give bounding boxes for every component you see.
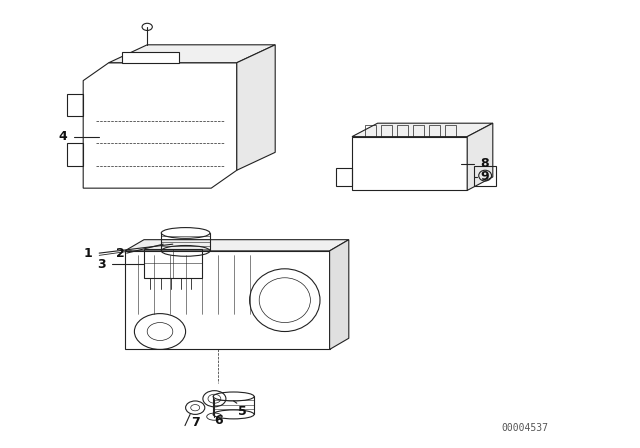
Polygon shape — [125, 240, 349, 251]
Text: 1: 1 — [84, 246, 93, 260]
Bar — [336, 168, 352, 186]
Text: 4: 4 — [58, 130, 67, 143]
Bar — [397, 125, 408, 137]
Polygon shape — [330, 240, 349, 349]
Text: 3: 3 — [97, 258, 106, 271]
Bar — [365, 125, 376, 137]
Text: 5: 5 — [237, 405, 246, 418]
Bar — [144, 249, 202, 278]
Polygon shape — [109, 45, 275, 63]
Polygon shape — [467, 123, 493, 190]
Bar — [445, 125, 456, 137]
Polygon shape — [83, 63, 237, 188]
Polygon shape — [352, 137, 467, 190]
Bar — [429, 125, 440, 137]
Polygon shape — [237, 45, 275, 170]
Text: 6: 6 — [214, 414, 223, 426]
Text: 2: 2 — [116, 246, 125, 260]
Text: 00004537: 00004537 — [501, 423, 548, 433]
Bar — [67, 143, 83, 166]
Polygon shape — [125, 251, 330, 349]
Bar — [67, 94, 83, 116]
Polygon shape — [122, 52, 179, 63]
Polygon shape — [352, 123, 493, 137]
Bar — [413, 125, 424, 137]
Bar — [474, 166, 496, 186]
Text: 7: 7 — [191, 416, 200, 429]
Text: 8: 8 — [480, 157, 488, 170]
Text: 9: 9 — [480, 170, 488, 184]
Bar — [381, 125, 392, 137]
